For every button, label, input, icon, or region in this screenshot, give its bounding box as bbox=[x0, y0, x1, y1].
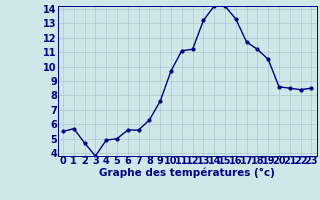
X-axis label: Graphe des températures (°c): Graphe des températures (°c) bbox=[99, 167, 275, 178]
